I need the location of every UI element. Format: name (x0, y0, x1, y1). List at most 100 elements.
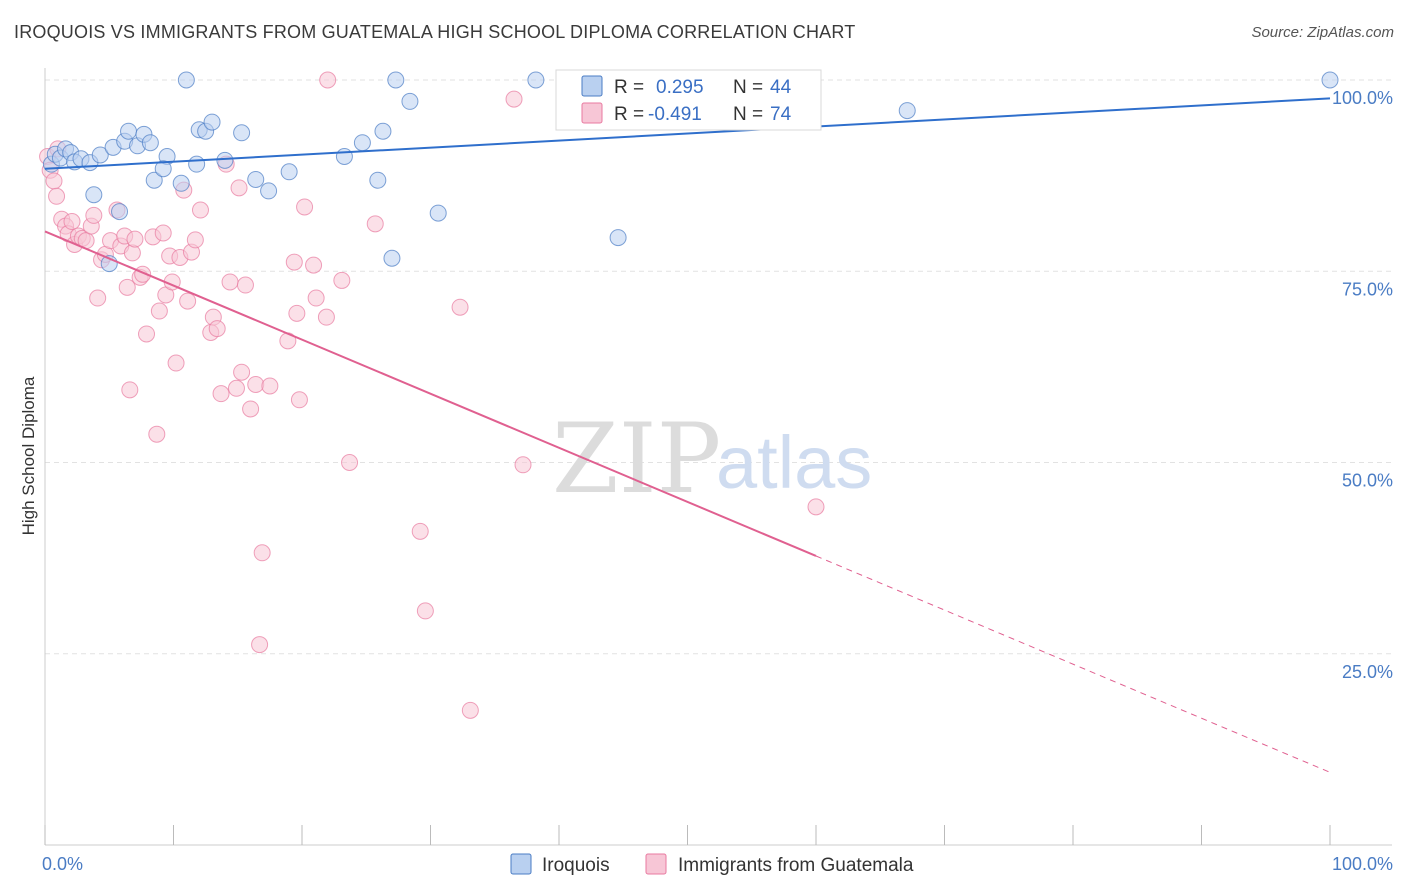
trend-line-iroquois (44, 97, 1331, 170)
tick-labels: 25.0% 50.0% 75.0% 100.0% 0.0% 100.0% (42, 88, 1393, 874)
y-tick-label: 25.0% (1342, 662, 1393, 682)
iroquois-point (280, 163, 298, 181)
guatemala-point (45, 172, 63, 190)
y-axis-label: High School Diploma (19, 376, 38, 535)
guatemala-point (317, 308, 335, 326)
trend-line-guatemala-extrapolated (815, 555, 1331, 773)
trend-line-guatemala (44, 230, 817, 557)
iroquois-point (233, 124, 251, 142)
iroquois-point (387, 71, 405, 89)
guatemala-point (285, 253, 303, 271)
guatemala-point (123, 244, 141, 262)
guatemala-point (333, 271, 351, 289)
bottom-legend-label-iroquois: Iroquois (542, 855, 610, 876)
iroquois-point (898, 102, 916, 120)
bottom-legend-swatch-guatemala (645, 853, 667, 875)
guatemala-point (416, 602, 434, 620)
iroquois-point (177, 71, 195, 89)
guatemala-point (341, 454, 359, 471)
chart-source: Source: ZipAtlas.com (1251, 24, 1394, 41)
iroquois-point (120, 122, 138, 140)
y-tick-label: 100.0% (1332, 88, 1393, 108)
guatemala-point (227, 379, 245, 397)
guatemala-point (89, 289, 107, 307)
trend-lines (44, 97, 1331, 773)
guatemala-point (191, 201, 209, 219)
x-tick-label: 100.0% (1332, 854, 1393, 874)
chart-title: IROQUOIS VS IMMIGRANTS FROM GUATEMALA HI… (14, 22, 856, 42)
iroquois-point (609, 229, 627, 247)
guatemala-point (411, 522, 429, 540)
legend-n-label: N = (733, 77, 763, 98)
iroquois-point (154, 160, 172, 178)
guatemala-point (233, 363, 251, 381)
y-tick-label: 50.0% (1342, 471, 1393, 491)
legend-n-label: N = (733, 104, 763, 125)
guatemala-point (236, 276, 254, 294)
series-iroquois-points (42, 71, 1339, 273)
guatemala-point (807, 498, 825, 516)
iroquois-point (91, 146, 109, 164)
iroquois-point (429, 204, 447, 222)
guatemala-point (48, 187, 66, 205)
iroquois-point (401, 92, 419, 110)
guatemala-point (126, 230, 144, 248)
legend-n-value: 44 (770, 77, 792, 98)
iroquois-point (369, 171, 387, 189)
iroquois-point (172, 174, 190, 192)
guatemala-point (319, 71, 337, 89)
guatemala-point (230, 179, 248, 197)
guatemala-point (451, 298, 469, 316)
iroquois-point (85, 186, 103, 204)
guatemala-point (261, 377, 279, 395)
iroquois-point (260, 182, 278, 200)
guatemala-point (251, 636, 269, 654)
guatemala-point (154, 224, 172, 242)
iroquois-point (141, 134, 159, 152)
guatemala-point (186, 231, 204, 249)
legend-swatch-guatemala (581, 102, 603, 124)
iroquois-point (353, 134, 371, 152)
guatemala-point (288, 304, 306, 322)
guatemala-point (247, 375, 265, 393)
guatemala-point (148, 425, 166, 443)
iroquois-point (247, 170, 265, 188)
iroquois-point (188, 155, 206, 173)
legend-n-value: 74 (770, 104, 792, 125)
guatemala-point (221, 273, 239, 291)
legend-r-value: -0.491 (648, 104, 702, 125)
guatemala-point (253, 544, 271, 562)
stats-legend: R = 0.295 N = 44 R = -0.491 N = 74 (555, 69, 822, 131)
iroquois-point (1321, 71, 1339, 89)
guatemala-point (290, 391, 308, 409)
iroquois-point (111, 203, 129, 221)
iroquois-point (216, 151, 234, 169)
iroquois-point (383, 249, 401, 267)
guatemala-point (150, 302, 168, 320)
legend-r-label: R = (614, 77, 644, 98)
guatemala-point (307, 289, 325, 307)
guatemala-point (118, 278, 136, 296)
iroquois-point (527, 71, 545, 89)
guatemala-point (296, 198, 314, 216)
guatemala-point (242, 400, 260, 418)
bottom-legend: Iroquois Immigrants from Guatemala (510, 853, 914, 876)
axes (44, 68, 1392, 846)
watermark-atlas: atlas (716, 421, 872, 504)
iroquois-point (203, 113, 221, 131)
legend-r-value: 0.295 (656, 77, 704, 98)
guatemala-point (366, 215, 384, 233)
iroquois-point (335, 148, 353, 165)
bottom-legend-label-guatemala: Immigrants from Guatemala (678, 855, 914, 876)
guatemala-point (461, 701, 479, 719)
bottom-legend-swatch-iroquois (510, 853, 532, 875)
guatemala-point (63, 213, 81, 231)
guatemala-point (167, 354, 185, 372)
guatemala-point (208, 320, 226, 338)
x-tick-label: 0.0% (42, 854, 83, 874)
y-tick-label: 75.0% (1342, 279, 1393, 299)
iroquois-point (374, 122, 392, 140)
guatemala-point (505, 90, 523, 108)
guatemala-point (305, 256, 323, 274)
